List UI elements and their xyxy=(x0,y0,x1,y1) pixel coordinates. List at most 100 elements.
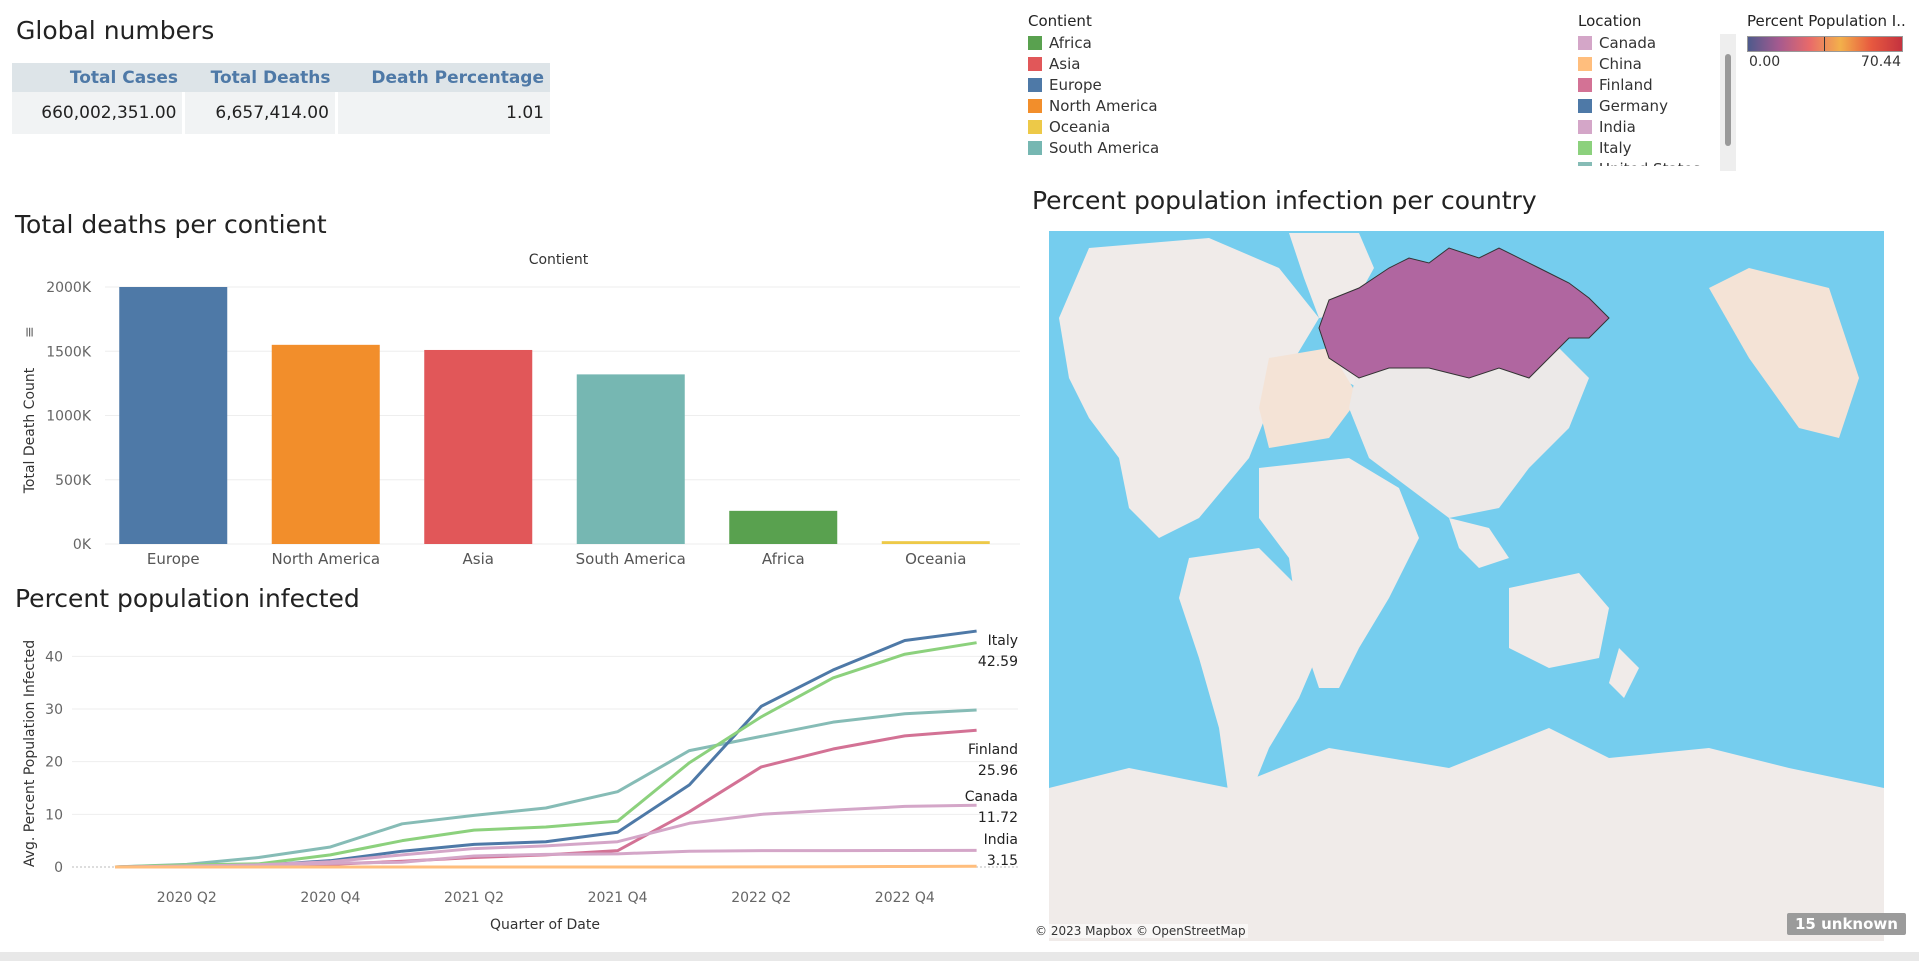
bar[interactable] xyxy=(881,541,990,544)
antarctica-land xyxy=(1049,728,1884,941)
legend-swatch xyxy=(1028,119,1042,134)
color-ramp xyxy=(1747,36,1903,52)
tab-bar xyxy=(0,952,1919,961)
location-legend-item[interactable]: United States xyxy=(1578,158,1738,166)
legend-swatch xyxy=(1028,140,1042,155)
scrollbar-thumb[interactable] xyxy=(1725,54,1731,146)
asia-land xyxy=(1349,338,1589,518)
total-cases-value: 660,002,351.00 xyxy=(12,92,186,134)
legend-swatch xyxy=(1578,77,1592,92)
y-tick-label: 30 xyxy=(45,702,63,718)
x-tick-label: Asia xyxy=(463,550,494,568)
series-end-value: 25.96 xyxy=(978,763,1018,779)
x-tick-label: 2020 Q4 xyxy=(300,890,360,906)
x-tick-label: 2020 Q2 xyxy=(157,890,217,906)
location-legend-scrollbar[interactable] xyxy=(1720,34,1736,171)
bar[interactable] xyxy=(119,287,228,544)
x-tick-label: 2021 Q4 xyxy=(588,890,648,906)
y-axis-label: Total Death Count xyxy=(22,367,38,494)
series-end-name: Italy xyxy=(988,633,1018,649)
y-tick-label: 40 xyxy=(45,649,63,665)
x-tick-label: North America xyxy=(271,550,380,568)
series-end-value: 42.59 xyxy=(978,654,1018,670)
x-tick-label: 2022 Q2 xyxy=(731,890,791,906)
legend-swatch xyxy=(1028,56,1042,71)
location-legend-item[interactable]: Italy xyxy=(1578,137,1738,158)
legend-swatch xyxy=(1578,35,1592,50)
contient-axis-header: Contient xyxy=(528,252,589,268)
legend-label: United States xyxy=(1599,160,1701,167)
legend-swatch xyxy=(1578,98,1592,113)
world-map[interactable] xyxy=(1029,228,1907,942)
contient-legend-item[interactable]: South America xyxy=(1028,137,1159,158)
contient-legend-item[interactable]: Asia xyxy=(1028,53,1159,74)
y-tick-label: 20 xyxy=(45,755,63,771)
location-legend-item[interactable]: China xyxy=(1578,53,1738,74)
location-legend-item[interactable]: India xyxy=(1578,116,1738,137)
y-tick-label: 500K xyxy=(55,473,92,489)
south-america-land xyxy=(1179,548,1329,798)
legend-label: Europe xyxy=(1049,75,1102,94)
percent-legend-title: Percent Population I.. xyxy=(1747,12,1906,30)
north-america-land xyxy=(1059,238,1319,538)
legend-label: Canada xyxy=(1599,33,1657,52)
percent-legend-min: 0.00 xyxy=(1749,54,1781,70)
x-tick-label: Africa xyxy=(762,550,805,568)
series-line[interactable] xyxy=(114,629,977,869)
map-attribution: © 2023 Mapbox © OpenStreetMap xyxy=(1033,924,1248,938)
location-legend-item[interactable]: Canada xyxy=(1578,32,1738,53)
legend-label: Asia xyxy=(1049,54,1081,73)
legend-swatch xyxy=(1578,56,1592,71)
global-numbers-title: Global numbers xyxy=(16,16,215,45)
series-end-value: 3.15 xyxy=(987,853,1018,869)
legend-swatch xyxy=(1028,35,1042,50)
series-line[interactable] xyxy=(114,848,977,869)
europe-land xyxy=(1259,348,1359,448)
series-line[interactable] xyxy=(114,708,977,869)
contient-legend-item[interactable]: Africa xyxy=(1028,32,1159,53)
bar[interactable] xyxy=(271,344,380,544)
sort-icon[interactable]: ≡ xyxy=(22,326,38,338)
legend-label: Finland xyxy=(1599,75,1653,94)
legend-label: Italy xyxy=(1599,138,1632,157)
x-tick-label: South America xyxy=(576,550,686,568)
legend-swatch xyxy=(1028,98,1042,113)
location-legend-item[interactable]: Finland xyxy=(1578,74,1738,95)
y-tick-label: 0 xyxy=(54,860,63,876)
line-chart: 0 10 20 30 40 2020 Q2 2020 Q4 2021 Q2 2021 Q4 202… xyxy=(22,629,1018,933)
contient-legend-item[interactable]: Oceania xyxy=(1028,116,1159,137)
russia-region[interactable] xyxy=(1318,247,1610,379)
series-end-name: Finland xyxy=(968,742,1018,758)
legend-label: China xyxy=(1599,54,1642,73)
total-deaths-value: 6,657,414.00 xyxy=(183,92,338,134)
location-legend-title: Location xyxy=(1578,12,1642,30)
total-deaths-header[interactable]: Total Deaths xyxy=(183,63,337,92)
series-end-value: 11.72 xyxy=(978,810,1018,826)
legend-label: South America xyxy=(1049,138,1160,157)
x-axis-label: Quarter of Date xyxy=(490,917,600,933)
death-percentage-header[interactable]: Death Percentage xyxy=(336,63,550,92)
x-tick-label: 2022 Q4 xyxy=(875,890,935,906)
contient-legend-item[interactable]: North America xyxy=(1028,95,1159,116)
percent-population-legend: Percent Population I.. 0.00 70.44 xyxy=(1747,12,1912,72)
y-axis-label: Avg. Percent Population Infected xyxy=(22,640,38,867)
africa-land xyxy=(1259,458,1419,688)
bar[interactable] xyxy=(424,349,533,544)
series-line[interactable] xyxy=(114,641,977,869)
x-tick-label: 2021 Q2 xyxy=(444,890,504,906)
map-title: Percent population infection per country xyxy=(1032,186,1537,215)
contient-legend-item[interactable]: Europe xyxy=(1028,74,1159,95)
legend-label: North America xyxy=(1049,96,1158,115)
bar[interactable] xyxy=(729,510,838,544)
total-cases-header[interactable]: Total Cases xyxy=(12,63,184,92)
series-end-name: India xyxy=(984,832,1018,848)
location-legend-item[interactable]: Germany xyxy=(1578,95,1738,116)
unknown-badge[interactable]: 15 unknown xyxy=(1787,913,1906,935)
y-tick-label: 0K xyxy=(73,537,92,553)
legend-swatch xyxy=(1578,161,1592,166)
bar-chart: 0K 500K 1000K 1500K 2000K Total Death Count ≡ E… xyxy=(22,280,1020,568)
legend-swatch xyxy=(1578,140,1592,155)
deaths-chart-header: Contient xyxy=(0,252,1022,268)
bar[interactable] xyxy=(576,374,685,544)
series-line[interactable] xyxy=(115,864,977,869)
